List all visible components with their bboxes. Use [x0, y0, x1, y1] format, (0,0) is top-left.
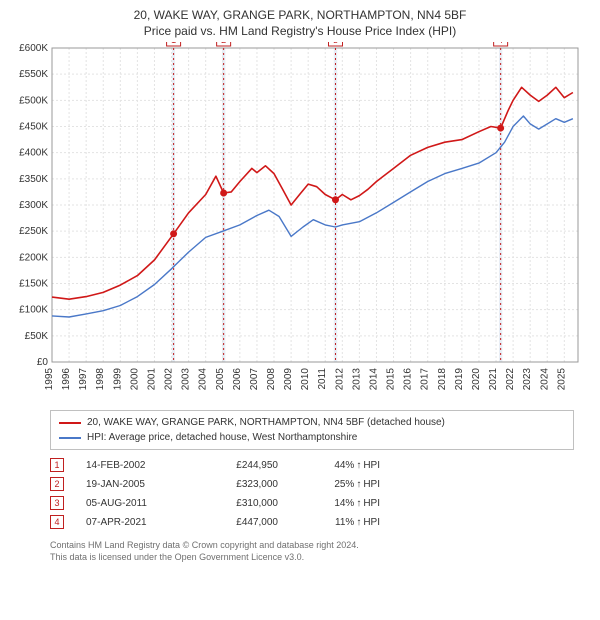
svg-text:£400K: £400K — [19, 148, 48, 159]
svg-text:2017: 2017 — [420, 368, 431, 391]
svg-text:£500K: £500K — [19, 95, 48, 106]
svg-text:2008: 2008 — [266, 368, 277, 391]
footer-line-1: Contains HM Land Registry data © Crown c… — [50, 540, 574, 552]
svg-text:2019: 2019 — [454, 368, 465, 391]
transactions-table: 1 14-FEB-2002 £244,950 44%↑HPI 2 19-JAN-2005 £… — [50, 458, 574, 534]
svg-text:2010: 2010 — [300, 368, 311, 391]
transaction-date: 05-AUG-2011 — [86, 498, 181, 509]
svg-text:2022: 2022 — [505, 368, 516, 391]
footer-line-2: This data is licensed under the Open Gov… — [50, 552, 574, 564]
transaction-index: 2 — [50, 477, 64, 491]
svg-text:3: 3 — [333, 42, 338, 45]
svg-text:£200K: £200K — [19, 252, 48, 263]
legend-item: 20, WAKE WAY, GRANGE PARK, NORTHAMPTON, … — [59, 415, 565, 430]
svg-text:1998: 1998 — [95, 368, 106, 391]
svg-text:1996: 1996 — [61, 368, 72, 391]
legend-label: 20, WAKE WAY, GRANGE PARK, NORTHAMPTON, … — [87, 415, 445, 430]
svg-text:£150K: £150K — [19, 279, 48, 290]
svg-text:4: 4 — [498, 42, 503, 45]
svg-text:£50K: £50K — [25, 331, 49, 342]
transaction-date: 19-JAN-2005 — [86, 479, 181, 490]
svg-text:2011: 2011 — [317, 368, 328, 390]
transaction-index: 1 — [50, 458, 64, 472]
svg-text:2006: 2006 — [232, 368, 243, 391]
transaction-row: 4 07-APR-2021 £447,000 11%↑HPI — [50, 515, 574, 529]
legend-item: HPI: Average price, detached house, West… — [59, 430, 565, 445]
svg-text:2003: 2003 — [181, 368, 192, 391]
transaction-price: £310,000 — [203, 498, 278, 509]
svg-text:2002: 2002 — [164, 368, 175, 391]
svg-text:£600K: £600K — [19, 43, 48, 54]
svg-text:2013: 2013 — [351, 368, 362, 391]
transaction-vs-hpi: 14%↑HPI — [300, 498, 380, 509]
svg-text:2: 2 — [221, 42, 226, 45]
transaction-price: £244,950 — [203, 460, 278, 471]
transaction-row: 2 19-JAN-2005 £323,000 25%↑HPI — [50, 477, 574, 491]
transaction-row: 1 14-FEB-2002 £244,950 44%↑HPI — [50, 458, 574, 472]
svg-text:2023: 2023 — [522, 368, 533, 391]
price-chart: £0 £50K £100K £150K £200K £250K £300K £350K £400… — [10, 42, 590, 402]
footer-attribution: Contains HM Land Registry data © Crown c… — [50, 540, 574, 563]
page-title: 20, WAKE WAY, GRANGE PARK, NORTHAMPTON, … — [10, 8, 590, 22]
svg-text:1997: 1997 — [78, 368, 89, 391]
svg-text:£250K: £250K — [19, 226, 48, 237]
svg-text:£350K: £350K — [19, 174, 48, 185]
svg-text:2007: 2007 — [249, 368, 260, 391]
svg-text:£0: £0 — [37, 357, 49, 368]
svg-text:2016: 2016 — [403, 368, 414, 391]
transaction-date: 14-FEB-2002 — [86, 460, 181, 471]
svg-text:2009: 2009 — [283, 368, 294, 391]
svg-text:£300K: £300K — [19, 200, 48, 211]
transaction-index: 4 — [50, 515, 64, 529]
svg-text:£450K: £450K — [19, 122, 48, 133]
svg-text:£550K: £550K — [19, 69, 48, 80]
svg-text:1995: 1995 — [44, 368, 55, 391]
svg-text:1999: 1999 — [112, 368, 123, 391]
svg-text:2015: 2015 — [386, 368, 397, 391]
svg-text:1: 1 — [171, 42, 176, 45]
transaction-row: 3 05-AUG-2011 £310,000 14%↑HPI — [50, 496, 574, 510]
svg-text:2018: 2018 — [437, 368, 448, 391]
svg-text:£100K: £100K — [19, 305, 48, 316]
legend-label: HPI: Average price, detached house, West… — [87, 430, 357, 445]
legend: 20, WAKE WAY, GRANGE PARK, NORTHAMPTON, … — [50, 410, 574, 450]
transaction-vs-hpi: 44%↑HPI — [300, 460, 380, 471]
transaction-index: 3 — [50, 496, 64, 510]
legend-swatch — [59, 422, 81, 424]
svg-text:2021: 2021 — [488, 368, 499, 391]
svg-text:2012: 2012 — [334, 368, 345, 391]
svg-text:2014: 2014 — [368, 368, 379, 391]
legend-swatch — [59, 437, 81, 439]
page-subtitle: Price paid vs. HM Land Registry's House … — [10, 24, 590, 38]
svg-text:2020: 2020 — [471, 368, 482, 391]
svg-text:2025: 2025 — [556, 368, 567, 391]
svg-text:2001: 2001 — [146, 368, 157, 391]
svg-text:2004: 2004 — [198, 368, 209, 391]
transaction-date: 07-APR-2021 — [86, 517, 181, 528]
svg-text:2000: 2000 — [129, 368, 140, 391]
transaction-vs-hpi: 11%↑HPI — [300, 517, 380, 528]
transaction-price: £323,000 — [203, 479, 278, 490]
transaction-price: £447,000 — [203, 517, 278, 528]
svg-text:2005: 2005 — [215, 368, 226, 391]
svg-text:2024: 2024 — [539, 368, 550, 391]
transaction-vs-hpi: 25%↑HPI — [300, 479, 380, 490]
